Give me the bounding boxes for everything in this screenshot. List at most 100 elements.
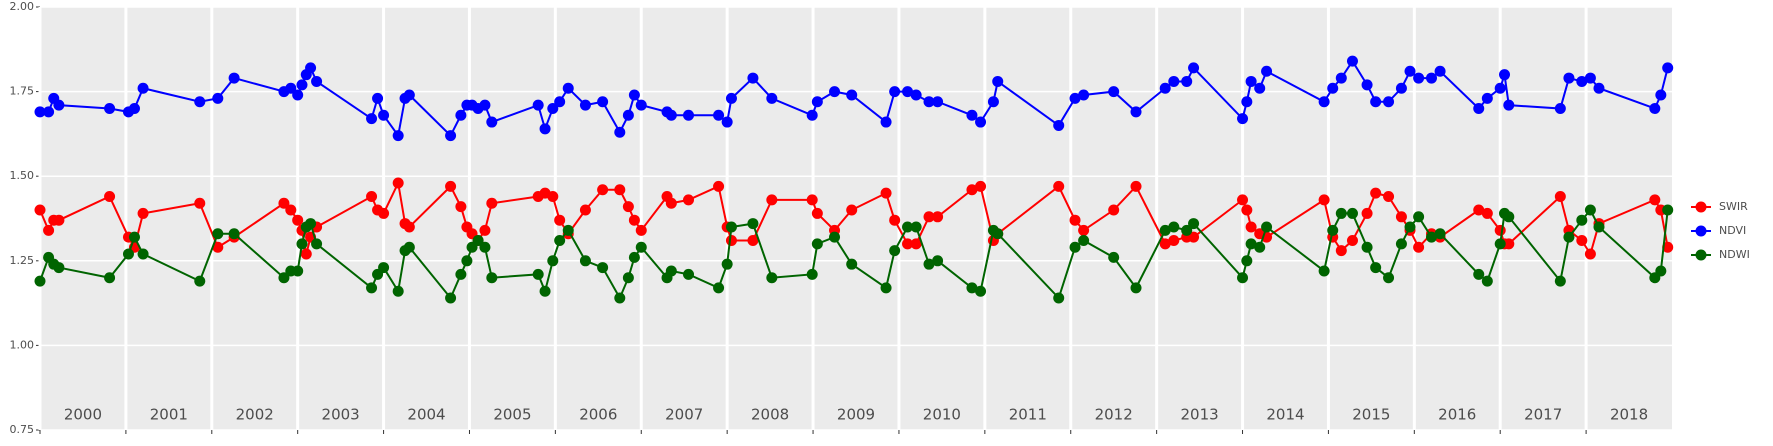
point: [902, 86, 914, 98]
point: [932, 96, 944, 108]
plot-panel: [40, 7, 1672, 430]
point: [1383, 96, 1395, 108]
year-label: 2017: [1524, 406, 1562, 424]
point: [889, 245, 901, 257]
point: [966, 109, 978, 121]
point: [1346, 207, 1358, 219]
point: [1662, 62, 1674, 74]
point: [806, 194, 818, 206]
point: [392, 285, 404, 297]
point: [1108, 204, 1120, 216]
point: [923, 211, 935, 223]
point: [1237, 194, 1249, 206]
point: [987, 96, 999, 108]
point: [122, 248, 134, 260]
point: [479, 224, 491, 236]
point: [1649, 103, 1661, 115]
point: [532, 99, 544, 111]
year-label: 2005: [493, 406, 531, 424]
point: [902, 238, 914, 250]
point: [1593, 221, 1605, 233]
point: [1370, 187, 1382, 199]
point: [311, 75, 323, 87]
point: [392, 177, 404, 189]
point: [1254, 241, 1266, 253]
point: [378, 262, 390, 274]
point: [1261, 221, 1273, 233]
point: [1181, 224, 1193, 236]
point: [461, 255, 473, 267]
point: [923, 258, 935, 270]
point: [366, 191, 378, 203]
point: [1425, 72, 1437, 84]
point: [713, 180, 725, 192]
point: [1584, 248, 1596, 260]
point: [194, 96, 206, 108]
point: [665, 197, 677, 209]
point: [1361, 79, 1373, 91]
point: [278, 272, 290, 284]
point: [1425, 231, 1437, 243]
point: [212, 92, 224, 104]
point: [910, 238, 922, 250]
point: [665, 265, 677, 277]
year-label: 2002: [236, 406, 274, 424]
point: [889, 214, 901, 226]
point: [445, 292, 457, 304]
point: [1563, 231, 1575, 243]
point: [1494, 238, 1506, 250]
point: [378, 207, 390, 219]
point: [1576, 214, 1588, 226]
point: [1554, 191, 1566, 203]
point: [1404, 221, 1416, 233]
point: [228, 72, 240, 84]
point: [137, 248, 149, 260]
point: [1237, 272, 1249, 284]
point: [104, 103, 116, 115]
point: [1053, 292, 1065, 304]
point: [392, 130, 404, 142]
point: [628, 214, 640, 226]
point: [1069, 214, 1081, 226]
point: [378, 109, 390, 121]
point: [1383, 272, 1395, 284]
y-tick-label: 1.50: [10, 169, 35, 182]
point: [713, 282, 725, 294]
point: [1503, 211, 1515, 223]
point: [1434, 228, 1446, 240]
point: [747, 234, 759, 246]
point: [1361, 207, 1373, 219]
year-label: 2007: [665, 406, 703, 424]
point: [1404, 65, 1416, 77]
point: [547, 103, 559, 115]
point: [1245, 221, 1257, 233]
point: [479, 99, 491, 111]
point: [311, 238, 323, 250]
point: [1413, 241, 1425, 253]
point: [1188, 231, 1200, 243]
point: [665, 109, 677, 121]
point: [1241, 204, 1253, 216]
point: [1188, 218, 1200, 230]
point: [1503, 238, 1515, 250]
point: [486, 272, 498, 284]
point: [910, 221, 922, 233]
point: [554, 214, 566, 226]
point: [1655, 265, 1667, 277]
point: [683, 268, 695, 280]
point: [614, 126, 626, 138]
y-tick-label: 2.00: [10, 0, 35, 13]
point: [1473, 103, 1485, 115]
point: [829, 231, 841, 243]
point: [597, 96, 609, 108]
point: [597, 262, 609, 274]
point: [1395, 211, 1407, 223]
point: [212, 241, 224, 253]
point: [1346, 55, 1358, 67]
y-tick-label: 1.25: [10, 254, 35, 267]
point: [992, 75, 1004, 87]
point: [622, 109, 634, 121]
point: [1576, 234, 1588, 246]
point: [1335, 245, 1347, 257]
year-label: 2001: [150, 406, 188, 424]
